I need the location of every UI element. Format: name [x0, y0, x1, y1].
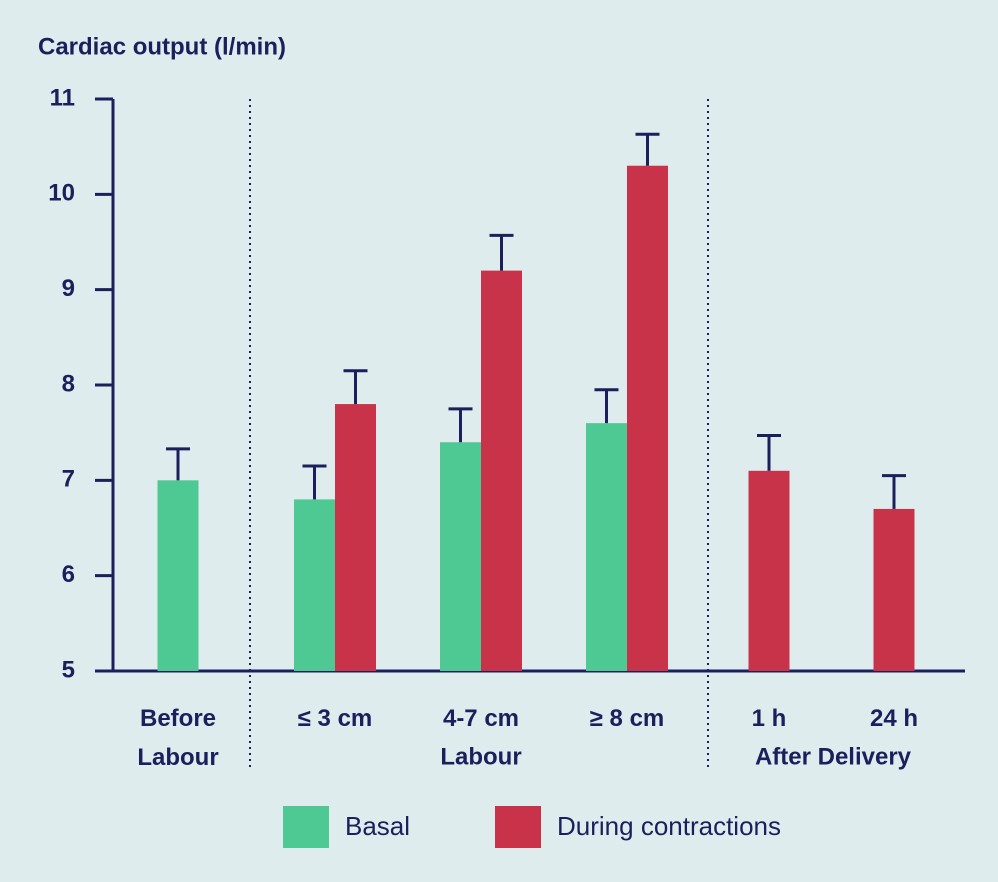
error-bar — [757, 434, 781, 471]
group-label: Labour — [440, 743, 521, 770]
bar — [481, 270, 522, 671]
y-tick-label: 7 — [62, 466, 75, 493]
bar — [873, 508, 915, 671]
bar — [586, 423, 627, 671]
x-tick-label: 1 h — [751, 705, 787, 732]
bar — [627, 165, 668, 671]
group-label: After Delivery — [755, 743, 912, 770]
error-bar — [166, 447, 190, 481]
legend-label: During contractions — [557, 811, 781, 841]
bar — [157, 480, 199, 671]
legend-label: Basal — [345, 811, 410, 841]
bar — [748, 470, 790, 671]
x-tick-label-box: Before Labour — [137, 705, 219, 771]
legend-swatch — [495, 806, 541, 848]
y-tick-label: 8 — [62, 370, 75, 397]
x-tick-label-box: 24 h — [869, 705, 919, 732]
x-tick-label-box: ≥ 8 cm — [589, 705, 665, 732]
x-tick-label: 24 h — [869, 705, 919, 732]
x-tick-label: Before Labour — [137, 705, 219, 771]
bar — [335, 404, 376, 671]
y-tick-label: 11 — [50, 84, 75, 111]
y-tick-label: 9 — [62, 275, 75, 302]
y-tick-label: 5 — [62, 656, 75, 683]
x-tick-label: 4-7 cm — [442, 705, 520, 732]
error-bar — [882, 474, 906, 509]
error-bar — [635, 132, 660, 166]
error-bar — [343, 369, 368, 405]
bar — [294, 499, 335, 671]
error-bar — [448, 407, 473, 443]
y-tick-label: 6 — [62, 561, 75, 588]
y-tick-label: 10 — [48, 180, 75, 207]
x-tick-label-box: 1 h — [751, 705, 787, 732]
legend-swatch — [283, 806, 329, 848]
error-bar — [594, 388, 619, 424]
error-bar — [302, 464, 327, 500]
bar — [440, 442, 481, 671]
chart-title: Cardiac output (l/min) — [38, 33, 286, 60]
error-bar — [489, 233, 514, 271]
x-tick-label-box: 4-7 cm — [442, 705, 520, 732]
x-tick-label-box: ≤ 3 cm — [297, 705, 373, 732]
x-tick-label: ≤ 3 cm — [297, 705, 373, 732]
x-tick-label: ≥ 8 cm — [589, 705, 665, 732]
